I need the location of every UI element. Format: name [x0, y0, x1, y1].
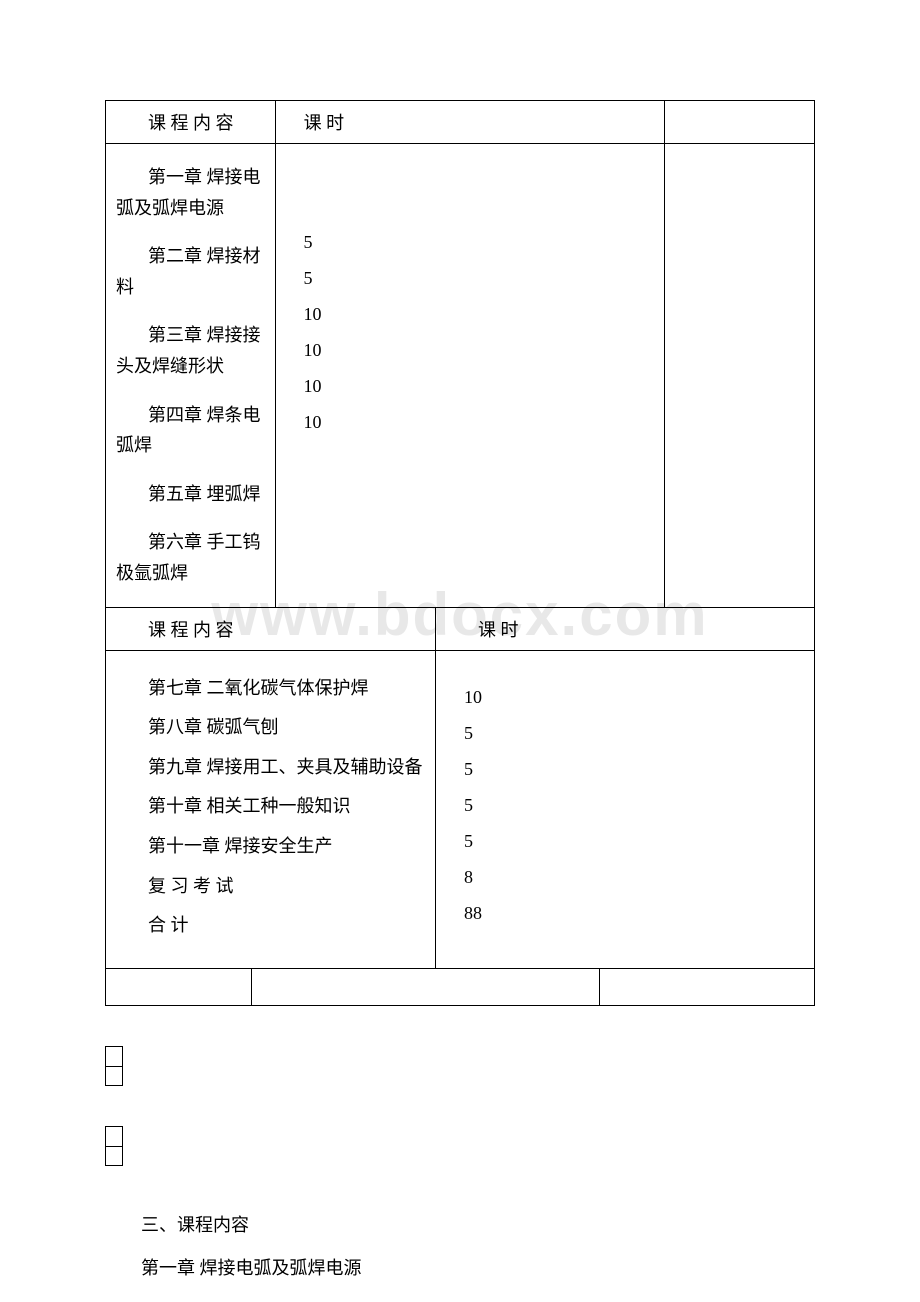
hours-value: 10	[304, 296, 665, 332]
table-section-2: 第七章 二氧化碳气体保护焊 第八章 碳弧气刨 第九章 焊接用工、夹具及辅助设备 …	[106, 651, 814, 969]
header2-course-content: 课 程 内 容	[106, 608, 436, 650]
footer-cell-2	[252, 969, 600, 1005]
hours-value: 5	[464, 787, 814, 823]
hours-value: 88	[464, 895, 814, 931]
hours-value: 5	[464, 823, 814, 859]
hours-1-6: 5 5 10 10 10 10	[276, 144, 665, 607]
chapter-11: 第十一章 焊接安全生产	[116, 827, 425, 867]
footer-cell-3	[600, 969, 814, 1005]
hours-7-total: 10 5 5 5 5 8 88	[436, 651, 814, 968]
chapter-1: 第一章 焊接电弧及弧焊电源	[116, 162, 265, 223]
small-box-1	[105, 1046, 123, 1086]
section-heading: 三、课程内容	[105, 1204, 815, 1247]
page-container: 课 程 内 容 课 时 第一章 焊接电弧及弧焊电源 第二章 焊接材料 第三章 焊…	[0, 0, 920, 1290]
course-table: 课 程 内 容 课 时 第一章 焊接电弧及弧焊电源 第二章 焊接材料 第三章 焊…	[105, 100, 815, 1006]
header-hours: 课 时	[276, 101, 665, 143]
chapter-6: 第六章 手工钨极氩弧焊	[116, 527, 265, 588]
table-header-row-1: 课 程 内 容 课 时	[106, 101, 814, 144]
chapter-8: 第八章 碳弧气刨	[116, 708, 425, 748]
chapter-5: 第五章 埋弧焊	[116, 479, 265, 510]
table-section-1: 第一章 焊接电弧及弧焊电源 第二章 焊接材料 第三章 焊接接头及焊缝形状 第四章…	[106, 144, 814, 608]
chapters-1-6: 第一章 焊接电弧及弧焊电源 第二章 焊接材料 第三章 焊接接头及焊缝形状 第四章…	[106, 144, 276, 607]
hours-value: 5	[464, 751, 814, 787]
hours-value: 5	[464, 715, 814, 751]
hours-value: 10	[304, 332, 665, 368]
chapter-1-heading: 第一章 焊接电弧及弧焊电源	[105, 1247, 815, 1290]
chapter-9: 第九章 焊接用工、夹具及辅助设备	[116, 748, 425, 788]
chapter-4: 第四章 焊条电弧焊	[116, 400, 265, 461]
footer-cell-1	[106, 969, 252, 1005]
table-header-row-2: 课 程 内 容 课 时	[106, 608, 814, 651]
header-course-content: 课 程 内 容	[106, 101, 276, 143]
bottom-text: 三、课程内容 第一章 焊接电弧及弧焊电源	[105, 1204, 815, 1290]
section1-empty	[664, 144, 814, 607]
chapters-7-total: 第七章 二氧化碳气体保护焊 第八章 碳弧气刨 第九章 焊接用工、夹具及辅助设备 …	[106, 651, 436, 968]
chapter-2: 第二章 焊接材料	[116, 241, 265, 302]
chapter-7: 第七章 二氧化碳气体保护焊	[116, 669, 425, 709]
review-exam: 复 习 考 试	[116, 867, 425, 907]
chapter-3: 第三章 焊接接头及焊缝形状	[116, 320, 265, 381]
header-empty	[664, 101, 814, 143]
hours-value: 8	[464, 859, 814, 895]
chapter-10: 第十章 相关工种一般知识	[116, 787, 425, 827]
hours-value: 10	[464, 679, 814, 715]
hours-value: 5	[304, 224, 665, 260]
hours-value: 5	[304, 260, 665, 296]
hours-value: 10	[304, 404, 665, 440]
hours-value: 10	[304, 368, 665, 404]
header2-hours: 课 时	[436, 608, 814, 650]
total: 合 计	[116, 906, 425, 946]
table-footer-row	[106, 969, 814, 1005]
small-box-2	[105, 1126, 123, 1166]
